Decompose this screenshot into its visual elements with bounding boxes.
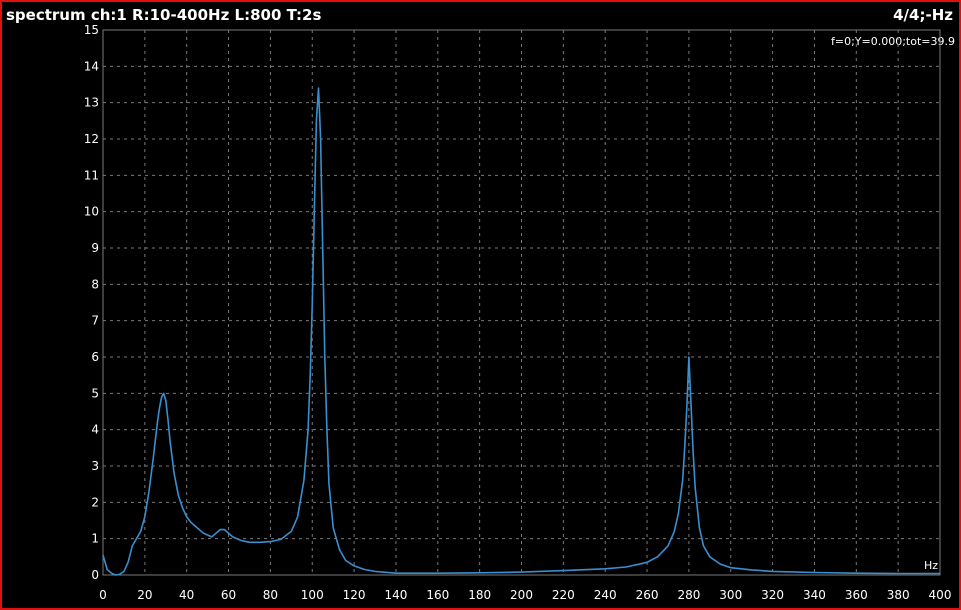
x-tick-label: 240 [594, 588, 617, 602]
x-tick-label: 140 [384, 588, 407, 602]
chart-title: spectrum ch:1 R:10-400Hz L:800 T:2s [6, 6, 322, 24]
y-tick-label: 5 [91, 386, 99, 400]
y-tick-label: 8 [91, 277, 99, 291]
x-tick-label: 260 [636, 588, 659, 602]
x-tick-label: 40 [179, 588, 194, 602]
x-tick-label: 300 [719, 588, 742, 602]
page-indicator[interactable]: 4/4;-Hz [893, 6, 953, 24]
x-tick-label: 380 [887, 588, 910, 602]
y-tick-label: 1 [91, 532, 99, 546]
y-tick-label: 4 [91, 423, 99, 437]
x-tick-label: 20 [137, 588, 152, 602]
x-tick-label: 80 [263, 588, 278, 602]
cursor-readout: f=0;Y=0.000;tot=39.9 [831, 35, 955, 48]
y-tick-label: 11 [84, 168, 99, 182]
x-tick-label: 100 [301, 588, 324, 602]
x-tick-label: 360 [845, 588, 868, 602]
x-tick-label: 120 [343, 588, 366, 602]
x-tick-label: 340 [803, 588, 826, 602]
x-tick-label: 180 [468, 588, 491, 602]
x-tick-label: 320 [761, 588, 784, 602]
x-axis-unit-label: Hz [924, 559, 938, 572]
y-tick-label: 9 [91, 241, 99, 255]
x-tick-label: 400 [929, 588, 952, 602]
y-tick-label: 3 [91, 459, 99, 473]
y-tick-label: 15 [84, 23, 99, 37]
x-tick-label: 0 [99, 588, 107, 602]
x-tick-label: 160 [426, 588, 449, 602]
y-tick-label: 7 [91, 314, 99, 328]
x-tick-label: 200 [510, 588, 533, 602]
x-tick-label: 220 [552, 588, 575, 602]
y-tick-label: 6 [91, 350, 99, 364]
y-tick-label: 13 [84, 96, 99, 110]
y-tick-label: 10 [84, 205, 99, 219]
y-tick-label: 0 [91, 568, 99, 582]
spectrum-series-line [102, 87, 940, 576]
y-tick-label: 2 [91, 495, 99, 509]
x-tick-label: 60 [221, 588, 236, 602]
y-tick-label: 12 [84, 132, 99, 146]
y-tick-label: 14 [84, 59, 99, 73]
x-tick-label: 280 [677, 588, 700, 602]
